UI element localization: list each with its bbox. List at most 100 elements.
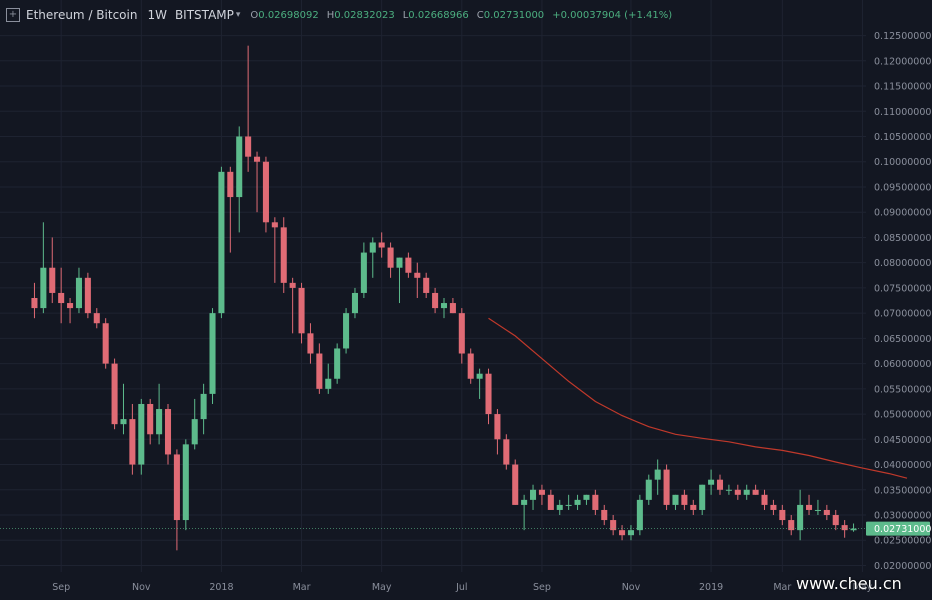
candle (49, 237, 56, 304)
candle (138, 398, 145, 475)
price-tick-label: 0.03500000 (874, 485, 931, 496)
candle (485, 368, 492, 425)
candle (432, 287, 439, 314)
chart-grid (0, 0, 866, 572)
candle (387, 242, 394, 278)
candle (298, 282, 305, 344)
candle (200, 383, 207, 435)
candle-body (58, 292, 65, 304)
candle (414, 262, 421, 298)
price-tick-label: 0.10000000 (874, 157, 931, 168)
time-tick-label: Nov (622, 582, 641, 593)
price-tick-label: 0.05500000 (874, 384, 931, 395)
candle-body (663, 469, 670, 505)
candle-body (779, 509, 786, 521)
candle (645, 474, 652, 505)
candle (761, 489, 768, 510)
candle (31, 282, 38, 319)
candle-body (440, 303, 448, 309)
candle-body (734, 489, 741, 495)
candle (40, 222, 47, 314)
candle-body (173, 454, 180, 521)
price-tick-label: 0.08500000 (874, 233, 931, 244)
candle-body (610, 520, 617, 531)
ohlc-readout: O0.02698092 H0.02832023 L0.02668966 C0.0… (250, 10, 672, 21)
candle (823, 504, 830, 521)
candle (325, 363, 332, 394)
candle (440, 298, 448, 319)
candle (67, 298, 74, 324)
time-axis[interactable]: Sep Nov 2018 Mar May Jul Sep Nov 2019 Mar May (52, 582, 872, 593)
candle (850, 523, 857, 532)
time-tick-label: Sep (52, 582, 70, 593)
candle-body (806, 504, 813, 510)
open-label: O (250, 9, 259, 21)
candle (841, 520, 848, 538)
candle (307, 323, 314, 364)
candle-body (814, 509, 821, 511)
candle-body (841, 525, 848, 531)
candle-body (832, 515, 839, 526)
candle (369, 237, 376, 278)
exchange-label[interactable]: BITSTAMP (174, 8, 234, 22)
candle-body (351, 292, 358, 314)
time-tick-label: Mar (293, 582, 311, 593)
candle-body (458, 313, 465, 354)
candle (254, 151, 261, 213)
candle-body (512, 464, 519, 505)
candle (351, 287, 358, 319)
candle-body (156, 409, 163, 435)
candle (601, 504, 608, 526)
price-tick-label: 0.08000000 (874, 258, 931, 269)
candle-body (102, 323, 109, 364)
symbol-name[interactable]: Ethereum / Bitcoin (26, 8, 138, 22)
candle-body (797, 504, 804, 531)
low-label: L (402, 9, 409, 21)
expand-icon[interactable]: + (6, 8, 20, 22)
candle (458, 308, 465, 364)
chart-header: + Ethereum / Bitcoin 1W BITSTAMP ▾ O0.02… (6, 6, 672, 24)
candle (360, 242, 367, 298)
candle-body (681, 494, 688, 505)
candle (476, 368, 483, 399)
candle (58, 267, 65, 324)
candle-body (245, 136, 252, 157)
candle (129, 403, 136, 475)
candle-body (75, 277, 82, 309)
last-price-badge (866, 521, 930, 536)
price-tick-label: 0.07500000 (874, 283, 931, 294)
candle (75, 267, 82, 314)
candle-body (378, 242, 385, 248)
time-tick-label: Mar (773, 582, 791, 593)
candle-body (191, 419, 198, 445)
candle-body (369, 242, 376, 253)
interval-label[interactable]: 1W (147, 8, 167, 22)
candle-body (262, 161, 269, 223)
price-axis[interactable]: 0.12500000 0.12000000 0.11500000 0.11000000… (874, 31, 931, 572)
candle (592, 489, 599, 516)
low-value: 0.02668966 (408, 9, 469, 21)
candle-body (601, 509, 608, 521)
candle-body (476, 373, 483, 379)
candle (449, 298, 456, 314)
candle (521, 494, 528, 531)
candle (663, 464, 670, 510)
candle (156, 383, 163, 445)
candle (716, 474, 724, 495)
price-tick-label: 0.11500000 (874, 82, 931, 93)
candle (725, 484, 732, 495)
candle-body (67, 303, 74, 309)
candle (636, 494, 643, 536)
candle-body (40, 267, 47, 309)
candle-body (716, 479, 724, 490)
price-tick-label: 0.09500000 (874, 182, 931, 193)
price-tick-label: 0.09000000 (874, 208, 931, 219)
candle-body (592, 494, 599, 510)
candle (102, 318, 109, 369)
chevron-down-icon[interactable]: ▾ (235, 10, 241, 20)
candle (530, 484, 537, 510)
candle-body (209, 313, 216, 394)
candle (681, 489, 688, 510)
candle-body (254, 156, 261, 162)
